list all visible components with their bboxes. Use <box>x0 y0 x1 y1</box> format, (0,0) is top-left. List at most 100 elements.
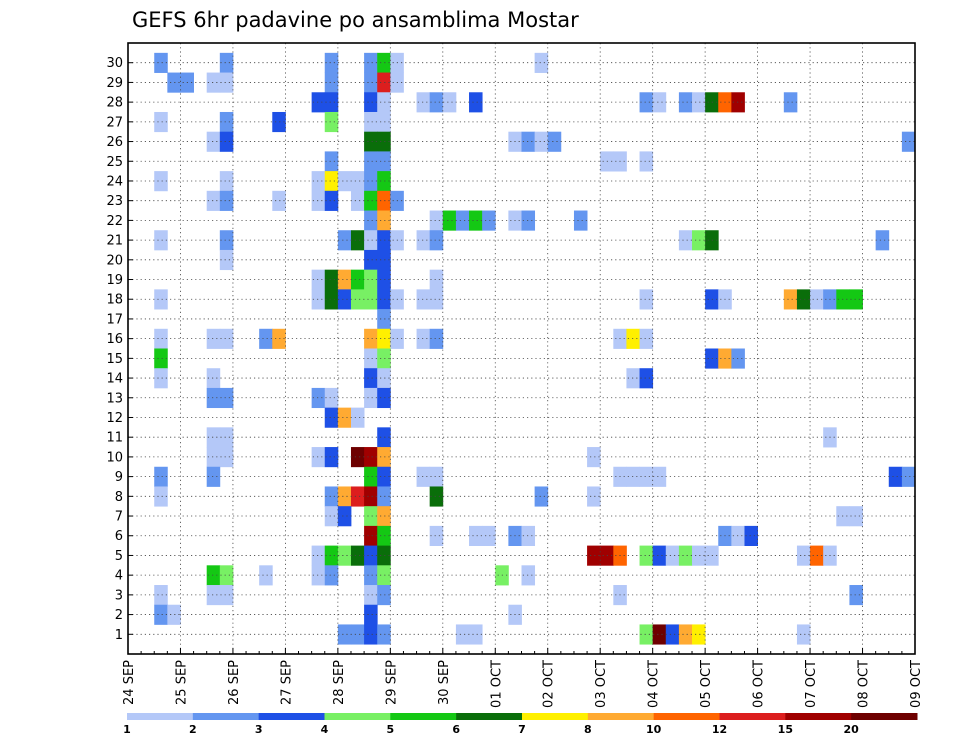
heatmap-cell <box>219 111 234 133</box>
legend-label: 7 <box>518 723 526 736</box>
heatmap-cell <box>482 525 496 546</box>
y-tick-label: 11 <box>106 431 123 446</box>
heatmap-cell <box>324 289 339 310</box>
heatmap-cell <box>337 289 352 310</box>
heatmap-cell <box>364 387 378 409</box>
heatmap-cell <box>364 269 378 290</box>
heatmap-cell <box>364 506 378 527</box>
heatmap-cell <box>364 249 378 271</box>
heatmap-cell <box>783 92 798 113</box>
heatmap-cell <box>639 624 654 645</box>
heatmap-cell <box>534 52 549 73</box>
heatmap-cell <box>311 447 326 468</box>
heatmap-cell <box>377 210 391 231</box>
heatmap-cell <box>154 486 168 507</box>
legend-label: 20 <box>844 723 860 736</box>
grid-lines <box>128 43 915 654</box>
heatmap-cells <box>154 52 916 645</box>
y-tick-label: 22 <box>106 214 123 229</box>
heatmap-cell <box>377 230 391 251</box>
heatmap-cell <box>311 289 326 310</box>
heatmap-cell <box>901 131 916 152</box>
heatmap-cell <box>639 289 654 310</box>
x-tick-label: 29 SEP <box>384 660 399 705</box>
heatmap-cell <box>219 52 234 73</box>
heatmap-cell <box>796 545 811 566</box>
legend-label: 10 <box>646 723 662 736</box>
y-tick-label: 23 <box>106 194 123 209</box>
heatmap-cell <box>350 447 365 468</box>
legend-swatch <box>719 713 786 720</box>
heatmap-cell <box>324 407 339 428</box>
heatmap-cell <box>364 131 378 152</box>
heatmap-cell <box>796 289 811 310</box>
legend-label: 6 <box>452 723 460 736</box>
heatmap-cell <box>154 466 168 487</box>
heatmap-cell <box>259 328 273 349</box>
heatmap-cell <box>206 368 221 389</box>
legend-swatch <box>587 713 655 720</box>
heatmap-cell <box>206 466 221 487</box>
y-tick-label: 25 <box>106 155 123 170</box>
heatmap-cell <box>206 585 221 606</box>
heatmap-cell <box>744 525 758 546</box>
heatmap-cell <box>364 328 378 349</box>
x-tick-label: 26 SEP <box>227 660 242 705</box>
heatmap-cell <box>521 131 536 152</box>
y-axis-ticks: 1234567891011121314151617181920212223242… <box>106 56 133 643</box>
heatmap-cell <box>311 545 326 566</box>
heatmap-cell <box>875 230 890 251</box>
heatmap-cell <box>796 624 811 645</box>
heatmap-cell <box>639 92 654 113</box>
heatmap-cell <box>206 72 221 93</box>
heatmap-cell <box>364 368 378 389</box>
heatmap-cell <box>469 92 483 113</box>
legend-swatch <box>456 713 523 720</box>
heatmap-cell <box>849 585 863 606</box>
y-tick-label: 28 <box>106 96 123 111</box>
heatmap-cell <box>377 328 391 349</box>
heatmap-cell <box>377 72 391 93</box>
heatmap-cell <box>364 92 378 113</box>
heatmap-cell <box>337 624 352 645</box>
heatmap-cell <box>364 230 378 251</box>
heatmap-cell <box>324 269 339 290</box>
heatmap-cell <box>219 387 234 409</box>
y-tick-label: 8 <box>115 490 123 505</box>
heatmap-cell <box>652 624 667 645</box>
heatmap-cell <box>324 447 339 468</box>
heatmap-cell <box>692 624 706 645</box>
legend-swatch <box>127 713 194 720</box>
heatmap-cell <box>219 230 234 251</box>
heatmap-cell <box>442 92 457 113</box>
heatmap-cell <box>364 289 378 310</box>
heatmap-cell <box>416 289 431 310</box>
y-tick-label: 9 <box>115 470 123 485</box>
x-tick-label: 01 OCT <box>489 660 504 708</box>
heatmap-cell <box>364 545 378 566</box>
y-tick-label: 5 <box>115 549 123 564</box>
heatmap-cell <box>377 190 391 211</box>
heatmap-cell <box>364 585 378 606</box>
heatmap-cell <box>154 348 168 369</box>
heatmap-cell <box>416 466 431 487</box>
heatmap-cell <box>219 447 234 468</box>
heatmap-cell <box>888 466 903 487</box>
heatmap-cell <box>469 624 483 645</box>
heatmap-cell <box>901 466 916 487</box>
y-tick-label: 16 <box>106 332 123 347</box>
heatmap-cell <box>692 545 706 566</box>
heatmap-cell <box>324 486 339 507</box>
y-tick-label: 10 <box>106 450 123 465</box>
heatmap-cell <box>154 171 168 192</box>
heatmap-cell <box>377 545 391 566</box>
heatmap-cell <box>377 525 391 546</box>
heatmap-cell <box>206 328 221 349</box>
heatmap-cell <box>219 328 234 349</box>
heatmap-cell <box>337 171 352 192</box>
y-tick-label: 6 <box>115 529 123 544</box>
heatmap-cell <box>364 111 378 133</box>
heatmap-cell <box>219 249 234 271</box>
heatmap-cell <box>350 407 365 428</box>
y-tick-label: 20 <box>106 253 123 268</box>
